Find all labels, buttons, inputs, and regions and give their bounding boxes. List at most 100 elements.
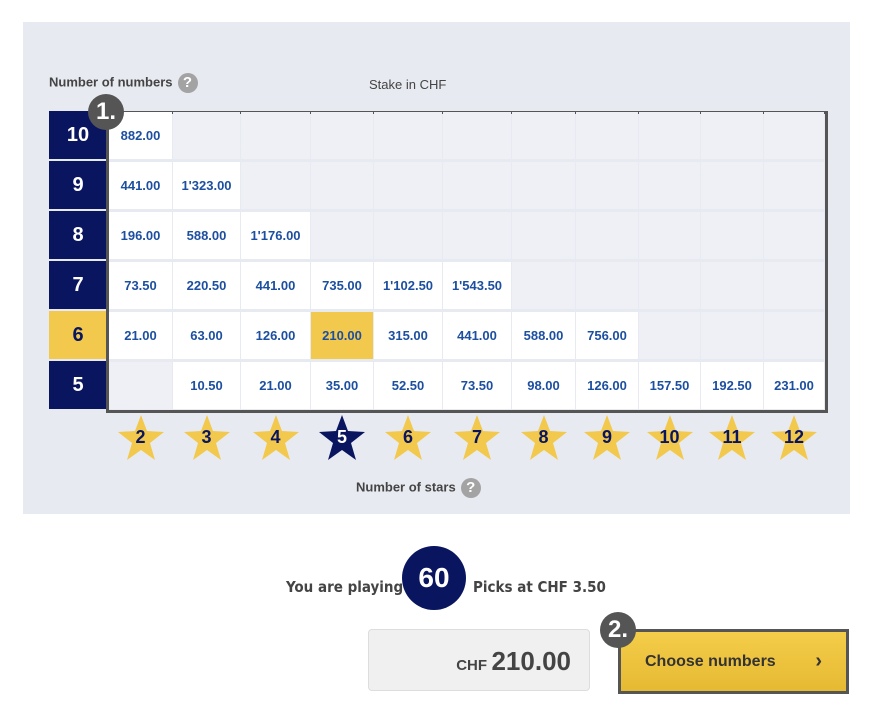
star-label: 9 <box>601 427 612 447</box>
star-option-6[interactable]: 6 <box>383 413 433 463</box>
stake-cell[interactable]: 1'323.00 <box>173 162 240 209</box>
star-option-9[interactable]: 9 <box>582 413 632 463</box>
stake-cell <box>576 212 638 259</box>
stake-cell <box>576 262 638 309</box>
star-label: 2 <box>135 427 146 447</box>
stake-cell <box>374 112 442 159</box>
row-header-5[interactable]: 5 <box>49 361 107 409</box>
star-label: 5 <box>336 427 347 447</box>
numbers-label: Number of numbers? <box>49 73 198 93</box>
stake-cell[interactable]: 1'543.50 <box>443 262 511 309</box>
choose-numbers-button[interactable]: Choose numbers › <box>618 629 849 694</box>
stake-cell[interactable]: 21.00 <box>241 362 310 409</box>
star-option-10[interactable]: 10 <box>645 413 695 463</box>
stake-cell <box>764 312 824 359</box>
stake-cell[interactable]: 21.00 <box>109 312 172 359</box>
star-option-5[interactable]: 5 <box>317 413 367 463</box>
stake-cell <box>512 162 575 209</box>
help-icon[interactable]: ? <box>460 478 481 498</box>
stake-cell[interactable]: 126.00 <box>576 362 638 409</box>
stake-cell <box>701 262 763 309</box>
stake-cell[interactable]: 882.00 <box>109 112 172 159</box>
stake-cell[interactable]: 588.00 <box>512 312 575 359</box>
star-option-3[interactable]: 3 <box>182 413 232 463</box>
row-header-8[interactable]: 8 <box>49 211 107 259</box>
stake-cell[interactable]: 73.50 <box>443 362 511 409</box>
stake-cell[interactable]: 210.00 <box>311 312 373 359</box>
stake-cell <box>241 162 310 209</box>
stake-cell <box>576 112 638 159</box>
stake-cell <box>639 262 700 309</box>
row-header-7[interactable]: 7 <box>49 261 107 309</box>
stake-cell[interactable]: 126.00 <box>241 312 310 359</box>
stake-cell[interactable]: 98.00 <box>512 362 575 409</box>
stake-cell <box>512 112 575 159</box>
stake-cell <box>443 162 511 209</box>
stake-cell[interactable]: 192.50 <box>701 362 763 409</box>
stake-cell[interactable]: 1'102.50 <box>374 262 442 309</box>
stake-cell[interactable]: 441.00 <box>443 312 511 359</box>
button-label: Choose numbers <box>645 653 776 670</box>
stake-cell <box>639 112 700 159</box>
stake-cell <box>764 212 824 259</box>
stake-cell[interactable]: 63.00 <box>173 312 240 359</box>
stake-cell <box>576 162 638 209</box>
stake-cell <box>374 162 442 209</box>
stake-cell <box>443 212 511 259</box>
stake-cell[interactable]: 73.50 <box>109 262 172 309</box>
star-option-7[interactable]: 7 <box>452 413 502 463</box>
stake-cell[interactable]: 315.00 <box>374 312 442 359</box>
stake-cell[interactable]: 756.00 <box>576 312 638 359</box>
star-icon <box>385 415 431 460</box>
stake-cell[interactable]: 588.00 <box>173 212 240 259</box>
stake-cell <box>311 212 373 259</box>
row-header-6[interactable]: 6 <box>49 311 107 359</box>
help-icon[interactable]: ? <box>177 73 198 93</box>
star-icon <box>183 415 230 460</box>
step-badge-2: 2. <box>600 612 636 648</box>
stake-cell <box>639 312 700 359</box>
star-icon <box>709 415 755 460</box>
row-header-9[interactable]: 9 <box>49 161 107 209</box>
star-icon <box>252 415 299 460</box>
stake-cell[interactable]: 441.00 <box>241 262 310 309</box>
stake-cell <box>764 112 824 159</box>
stake-cell <box>109 362 172 409</box>
stake-cell[interactable]: 441.00 <box>109 162 172 209</box>
star-icon <box>771 415 817 460</box>
star-label: 3 <box>201 427 212 447</box>
star-option-4[interactable]: 4 <box>251 413 301 463</box>
stake-cell <box>311 112 373 159</box>
star-option-2[interactable]: 2 <box>116 413 166 463</box>
playing-prefix: You are playing <box>286 578 404 596</box>
stake-cell <box>701 312 763 359</box>
star-label: 4 <box>270 427 281 447</box>
star-icon <box>117 415 164 460</box>
star-option-12[interactable]: 12 <box>769 413 819 463</box>
stake-cell[interactable]: 231.00 <box>764 362 824 409</box>
stake-cell[interactable]: 35.00 <box>311 362 373 409</box>
step-badge-1: 1. <box>88 94 124 130</box>
chevron-right-icon: › <box>815 650 822 672</box>
stake-cell <box>639 162 700 209</box>
stake-cell[interactable]: 196.00 <box>109 212 172 259</box>
stake-cell[interactable]: 1'176.00 <box>241 212 310 259</box>
star-option-11[interactable]: 11 <box>707 413 757 463</box>
stake-cell <box>701 112 763 159</box>
star-label: 7 <box>471 427 482 447</box>
star-icon <box>520 415 567 460</box>
stake-cell <box>311 162 373 209</box>
stars-label: Number of stars? <box>356 478 481 498</box>
stake-cell[interactable]: 52.50 <box>374 362 442 409</box>
stake-cell[interactable]: 10.50 <box>173 362 240 409</box>
star-label: 10 <box>659 427 680 447</box>
stake-cell[interactable]: 220.50 <box>173 262 240 309</box>
stake-cell <box>173 112 240 159</box>
total-display: CHF 210.00 <box>368 629 590 691</box>
star-option-8[interactable]: 8 <box>519 413 569 463</box>
stake-cell <box>241 112 310 159</box>
stake-cell[interactable]: 735.00 <box>311 262 373 309</box>
stake-cell[interactable]: 157.50 <box>639 362 700 409</box>
stake-cell <box>512 262 575 309</box>
stake-cell <box>512 212 575 259</box>
